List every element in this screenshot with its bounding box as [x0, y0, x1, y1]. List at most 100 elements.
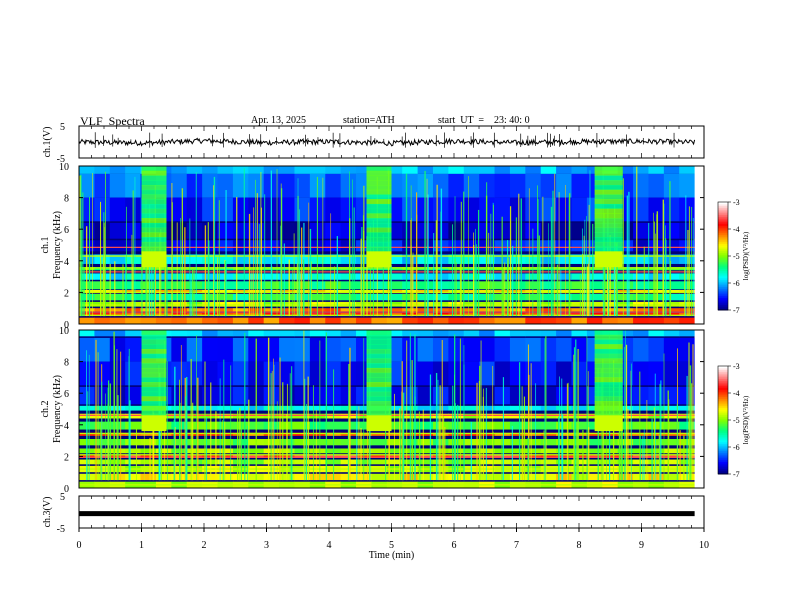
spectrogram-band — [279, 293, 295, 301]
spectrogram-band — [232, 173, 249, 198]
spectrogram-band — [94, 197, 111, 222]
spectrogram-band — [679, 293, 696, 301]
spectrogram-band — [294, 448, 311, 454]
burst-region — [366, 410, 392, 416]
x-tick-label: 1 — [139, 540, 144, 551]
spectrogram-band — [540, 405, 557, 411]
spectrogram-band — [109, 293, 126, 301]
spectrogram-band — [171, 222, 188, 239]
spectrogram-band — [171, 290, 188, 294]
burst-region — [141, 213, 167, 219]
spectrogram-band — [94, 281, 111, 290]
spectrogram-band — [140, 454, 157, 458]
spectrogram-band — [571, 317, 588, 324]
spectrogram-band — [633, 240, 649, 252]
colorbar-label: log(PSD)(V²/Hz) — [742, 231, 750, 280]
colorbar-segment — [718, 225, 728, 228]
x-tick-label: 9 — [639, 540, 644, 551]
spectrogram-band — [248, 312, 265, 317]
spectrogram-band — [202, 405, 219, 411]
spectrogram-band — [309, 330, 326, 337]
spectrogram-band — [340, 308, 357, 312]
colorbar-segment — [718, 457, 728, 461]
burst-region — [594, 410, 623, 416]
spectrogram-band — [509, 222, 526, 239]
burst-region — [594, 222, 623, 229]
spectrogram-band — [540, 386, 557, 405]
spectrogram-band — [155, 432, 172, 436]
spectrogram-band — [463, 267, 480, 271]
burst-region — [366, 377, 392, 383]
spectrogram-band — [556, 290, 572, 294]
spectrogram-band — [217, 448, 234, 454]
burst-region — [366, 194, 392, 200]
spectrogram-band — [309, 317, 326, 324]
spectrogram-band — [279, 361, 295, 386]
spectrogram-band — [325, 301, 342, 307]
burst-region — [594, 227, 623, 233]
spectrogram-band — [371, 308, 388, 312]
spectrogram-band — [633, 421, 649, 430]
spectrogram-band — [663, 254, 680, 264]
spectrogram-band — [232, 317, 249, 324]
spectrogram-band — [571, 222, 588, 239]
spectrogram-band — [556, 337, 572, 362]
spectrogram-band — [171, 317, 188, 324]
spectrogram-band — [232, 240, 249, 252]
panel-frame — [78, 329, 705, 489]
spectrogram-band — [402, 312, 419, 317]
colorbar-tick-label: -7 — [733, 470, 740, 479]
spectrogram-band — [556, 293, 572, 301]
spectrogram-band — [309, 337, 326, 362]
burst-region — [141, 175, 167, 181]
x-tick-label: 10 — [699, 540, 709, 551]
spectrogram-band — [186, 312, 203, 317]
colorbar-tick-label: -5 — [733, 252, 740, 261]
spectrogram-band — [586, 290, 603, 294]
colorbar-segment — [718, 452, 728, 455]
spectrogram-band — [232, 459, 249, 465]
colorbar-segment — [718, 384, 728, 387]
burst-region — [141, 339, 167, 345]
spectrogram-band — [633, 166, 649, 174]
spectrogram-band — [186, 273, 203, 280]
spectrogram-band — [432, 361, 449, 386]
spectrogram-band — [633, 459, 649, 465]
spectrogram-band — [571, 432, 588, 436]
spectrogram-band — [294, 413, 311, 419]
spectrogram-band — [279, 173, 295, 198]
colorbar-segment — [718, 293, 728, 297]
colorbar-segment — [718, 256, 728, 259]
spectrogram-band — [325, 267, 342, 271]
colorbar-segment — [718, 434, 728, 437]
spectrogram-band — [648, 459, 665, 465]
colorbar-segment — [718, 414, 728, 417]
spectrogram-band — [340, 293, 357, 301]
spectrogram-band — [109, 361, 126, 386]
spectrogram-band — [571, 293, 588, 301]
spectrogram-band — [663, 448, 680, 454]
spectrogram-band — [648, 173, 665, 198]
spectrogram-band — [386, 267, 403, 271]
spectrogram-band — [232, 308, 249, 312]
spectrogram-band — [432, 166, 449, 174]
spectrogram-band — [617, 301, 634, 307]
spectrogram-band — [140, 301, 157, 307]
spectrogram-band — [109, 240, 126, 252]
spectrogram-band — [186, 197, 203, 222]
x-tick-label: 2 — [202, 540, 207, 551]
spectrogram-band — [217, 459, 234, 465]
spectrogram-band — [663, 473, 680, 481]
burst-region — [366, 237, 392, 243]
burst-region — [366, 363, 392, 369]
spectrogram-band — [186, 254, 203, 264]
colorbar-segment — [718, 301, 728, 304]
spectrogram-band — [417, 473, 434, 481]
spectrogram-band — [509, 448, 526, 454]
spectrogram-band — [294, 439, 311, 446]
spectrogram-band — [109, 337, 126, 362]
spectrogram-band — [356, 330, 372, 337]
spectrogram-band — [617, 293, 634, 301]
spectrogram-band — [509, 421, 526, 430]
spectrogram-band — [417, 317, 434, 324]
